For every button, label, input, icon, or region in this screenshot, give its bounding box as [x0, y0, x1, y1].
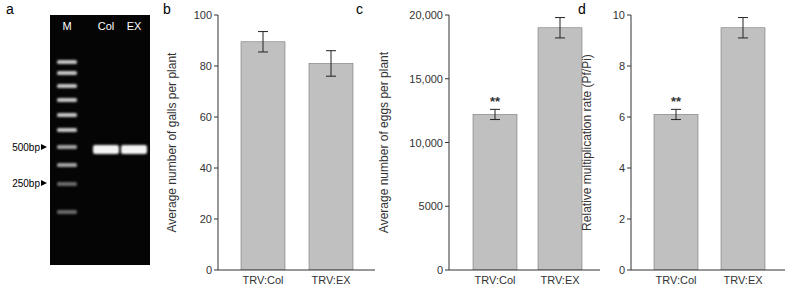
- x-tick-label: TRV:EX: [723, 274, 763, 286]
- y-tick-label: 20,000: [409, 9, 443, 21]
- ladder-band: [57, 163, 77, 167]
- plot-marks: [654, 18, 765, 270]
- x-tick-label: TRV:Col: [656, 274, 697, 286]
- y-tick: [627, 219, 631, 220]
- y-tick-label: 8: [619, 60, 625, 72]
- x-tick-label: TRV:EX: [311, 274, 351, 286]
- bar: [654, 114, 698, 270]
- panel-letter: c: [356, 1, 363, 17]
- size-arrow: [41, 144, 47, 150]
- sample-band: [121, 145, 147, 154]
- ladder-band: [57, 84, 77, 88]
- panel-letter: d: [578, 1, 586, 17]
- y-tick: [627, 66, 631, 67]
- y-axis: [631, 15, 632, 270]
- y-axis-label: Average number of eggs per plant: [377, 51, 391, 233]
- ladder-band: [57, 182, 77, 186]
- y-tick: [627, 168, 631, 169]
- x-tick-label: TRV:Col: [243, 274, 284, 286]
- x-tick-label: TRV:EX: [540, 274, 580, 286]
- y-tick: [627, 15, 631, 16]
- y-tick: [445, 78, 449, 79]
- size-label: 500bp: [12, 142, 40, 153]
- lane-label: EX: [127, 20, 142, 32]
- y-tick-label: 5000: [419, 200, 443, 212]
- ladder-band: [57, 128, 77, 132]
- y-axis-label: Average number of galls per plant: [165, 52, 179, 233]
- y-tick-label: 4: [619, 162, 625, 174]
- y-tick: [214, 219, 218, 220]
- y-tick: [445, 270, 449, 271]
- figure: aMColEX500bp250bpb020406080100TRV:ColTRV…: [0, 0, 792, 291]
- panel-letter: a: [6, 1, 14, 17]
- y-tick-label: 10,000: [409, 137, 443, 149]
- y-tick-label: 15,000: [409, 73, 443, 85]
- y-axis: [218, 15, 219, 270]
- significance: **: [490, 94, 501, 109]
- y-tick: [445, 206, 449, 207]
- significance: **: [671, 94, 682, 109]
- ladder-band: [57, 210, 77, 214]
- x-axis: [449, 270, 600, 271]
- lane-label: Col: [98, 20, 115, 32]
- sample-band: [93, 145, 119, 154]
- error-bar: [490, 109, 500, 119]
- ladder-band: [57, 145, 77, 149]
- size-label: 250bp: [12, 178, 40, 189]
- y-tick: [445, 15, 449, 16]
- size-arrow: [41, 180, 47, 186]
- bar: [241, 42, 285, 270]
- x-axis: [218, 270, 375, 271]
- error-bar: [671, 109, 681, 119]
- y-tick: [214, 15, 218, 16]
- y-tick-label: 2: [619, 213, 625, 225]
- ladder-band: [57, 71, 77, 75]
- lane-label: M: [62, 20, 71, 32]
- error-bar: [555, 18, 565, 38]
- y-tick-label: 0: [206, 264, 212, 276]
- y-tick-label: 6: [619, 111, 625, 123]
- error-bar: [326, 51, 336, 76]
- y-tick: [214, 270, 218, 271]
- gel: M Col EX: [50, 15, 150, 265]
- y-tick-label: 60: [200, 111, 212, 123]
- gel-background: [50, 15, 150, 265]
- x-tick-label: TRV:Col: [475, 274, 516, 286]
- y-tick-label: 10: [613, 9, 625, 21]
- bar: [538, 28, 582, 270]
- y-tick: [214, 168, 218, 169]
- y-tick: [214, 117, 218, 118]
- ladder-band: [57, 60, 77, 64]
- error-bar: [258, 32, 268, 52]
- y-tick-label: 20: [200, 213, 212, 225]
- y-tick: [627, 270, 631, 271]
- y-tick-label: 0: [619, 264, 625, 276]
- y-tick-label: 100: [194, 9, 212, 21]
- bar: [309, 63, 353, 270]
- y-tick-label: 40: [200, 162, 212, 174]
- bar: [721, 28, 765, 270]
- y-tick-label: 80: [200, 60, 212, 72]
- y-tick: [627, 117, 631, 118]
- y-tick: [214, 66, 218, 67]
- y-tick: [445, 142, 449, 143]
- y-tick-label: 0: [437, 264, 443, 276]
- x-axis: [631, 270, 785, 271]
- error-bar: [738, 18, 748, 38]
- panel-letter: b: [163, 1, 171, 17]
- bar: [473, 114, 517, 270]
- ladder-band: [57, 113, 77, 117]
- y-axis-label: Relative multiplication rate (Pf/Pi): [580, 54, 594, 231]
- ladder-band: [57, 98, 77, 102]
- plot-marks: [241, 32, 353, 270]
- plot-marks: [473, 18, 582, 270]
